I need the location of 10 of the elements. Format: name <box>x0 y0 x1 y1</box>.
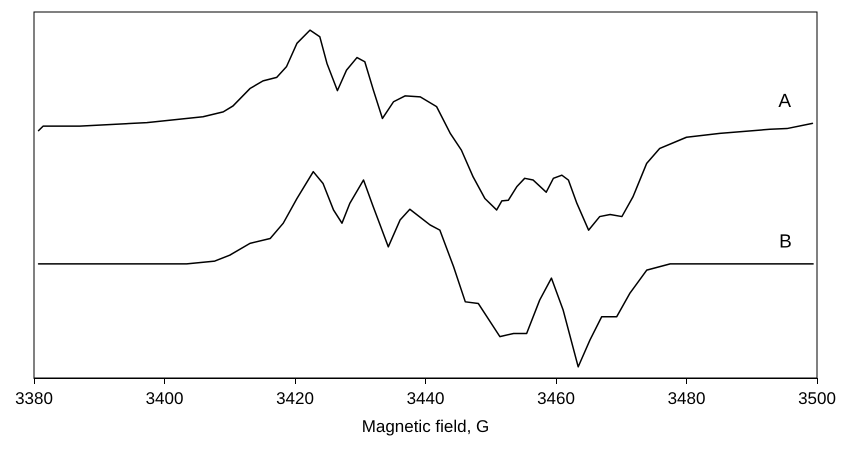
x-tick-label: 3480 <box>668 389 706 408</box>
x-tick-label: 3420 <box>276 389 314 408</box>
x-tick-label: 3400 <box>146 389 184 408</box>
series-label: A <box>778 90 792 112</box>
x-tick-label: 3380 <box>15 389 53 408</box>
x-axis-title: Magnetic field, G <box>362 417 490 436</box>
x-tick-label: 3460 <box>537 389 575 408</box>
series-label: B <box>779 231 792 252</box>
x-tick-label: 3440 <box>406 389 444 408</box>
x-tick-label: 3500 <box>798 389 836 408</box>
